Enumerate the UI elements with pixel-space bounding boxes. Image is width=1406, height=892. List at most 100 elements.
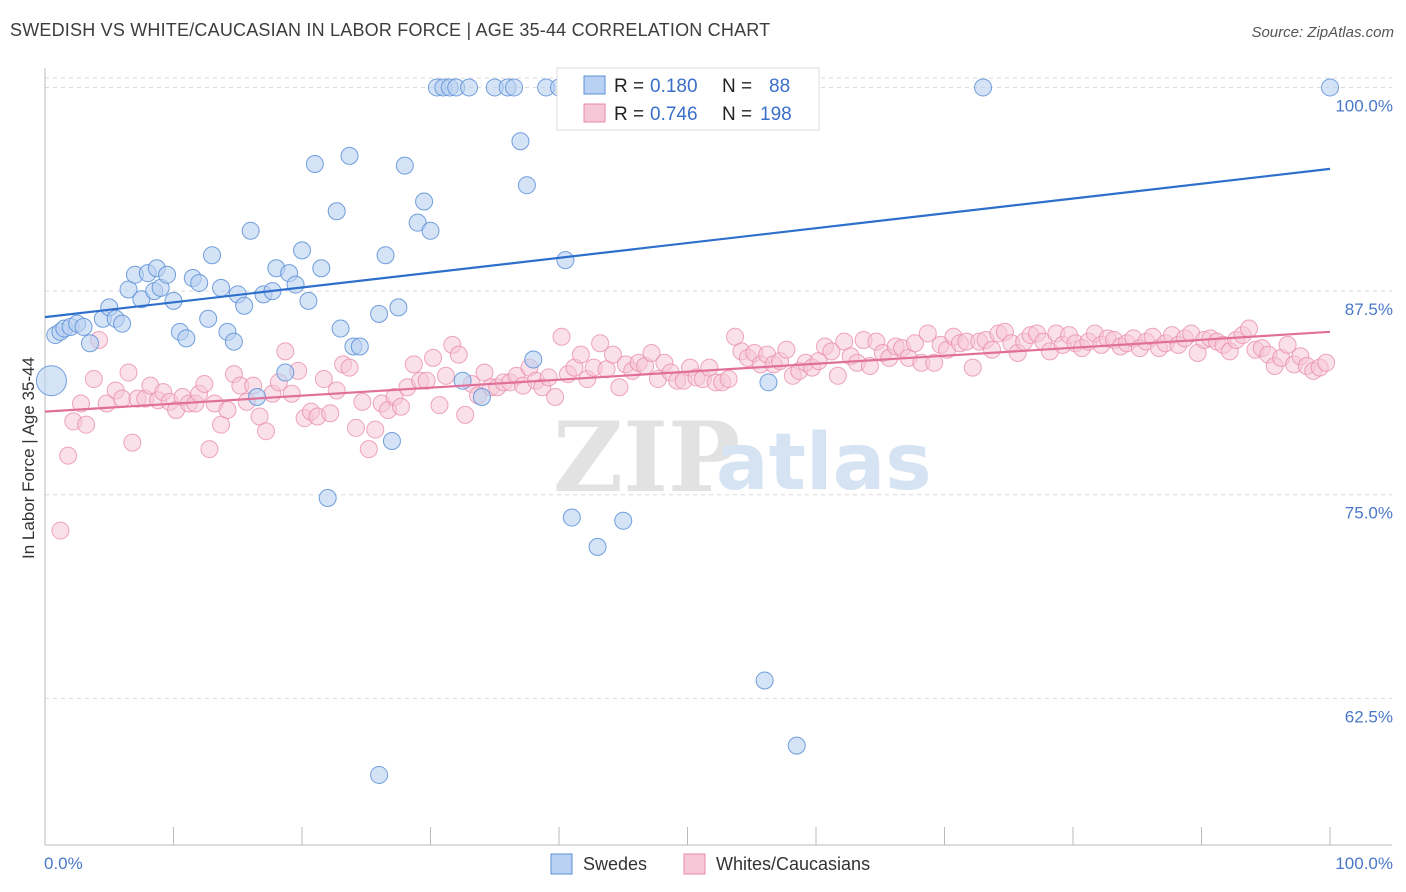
trend-lines — [44, 167, 1331, 413]
whites-point — [610, 378, 629, 397]
swedes-point — [241, 221, 260, 240]
whites-point — [113, 389, 132, 408]
axes — [44, 68, 1392, 846]
whites-r-label: R = — [614, 104, 644, 125]
swedes-point — [421, 221, 440, 240]
whites-point — [539, 368, 558, 387]
swedes-point — [556, 251, 575, 270]
whites-point — [314, 370, 333, 389]
whites-point — [417, 371, 436, 390]
swedes-point — [80, 334, 99, 353]
whites-point — [449, 345, 468, 364]
swedes-point — [759, 373, 778, 392]
whites-point — [591, 334, 610, 353]
whites-point — [340, 358, 359, 377]
whites-point — [918, 324, 937, 343]
whites-point — [963, 358, 982, 377]
whites-point — [282, 384, 301, 403]
whites-trend-line — [44, 330, 1331, 413]
swedes-point — [327, 202, 346, 221]
swedes-point — [113, 314, 132, 333]
swedes-swatch — [583, 75, 606, 95]
swedes-point — [370, 765, 389, 784]
whites-point — [71, 394, 90, 413]
swedes-point — [212, 278, 231, 297]
y-axis-label: In Labor Force | Age 35-44 — [19, 357, 38, 559]
y-tick-label-0: 62.5% — [1345, 707, 1393, 726]
swedes-point — [293, 241, 311, 260]
legend: Swedes Whites/Caucasians — [550, 853, 870, 875]
swedes-point — [382, 431, 401, 450]
swedes-point — [340, 146, 359, 165]
whites-point — [119, 363, 138, 382]
swedes-point — [158, 265, 177, 284]
whites-r-value: 0.746 — [650, 104, 698, 125]
swedes-point — [177, 329, 196, 348]
swedes-point — [132, 290, 151, 309]
whites-point — [456, 405, 475, 424]
legend-label-whites: Whites/Caucasians — [716, 854, 870, 874]
whites-point — [822, 342, 841, 361]
whites-point — [359, 440, 378, 459]
swedes-point — [370, 304, 389, 323]
whites-point — [276, 342, 295, 361]
whites-point — [860, 357, 879, 376]
swedes-r-value: 0.180 — [650, 76, 698, 97]
swedes-point — [376, 246, 395, 265]
swedes-point — [318, 488, 337, 507]
swedes-point — [472, 387, 491, 406]
whites-point — [51, 521, 70, 540]
swedes-point — [389, 298, 408, 317]
whites-point — [1240, 319, 1259, 338]
swedes-point — [305, 155, 324, 174]
swedes-point — [224, 332, 243, 351]
whites-point — [257, 422, 276, 441]
y-tick-label-2: 87.5% — [1345, 300, 1393, 319]
whites-swatch — [583, 103, 606, 123]
whites-point — [571, 345, 590, 364]
watermark: ZIP atlas — [553, 401, 932, 514]
tick-labels: 62.5% 75.0% 87.5% 100.0% 0.0% 100.0% — [44, 96, 1393, 873]
legend-swatch-swedes — [550, 853, 573, 875]
swedes-n-value: 88 — [769, 76, 790, 97]
swedes-point — [787, 736, 806, 755]
whites-point — [321, 404, 340, 423]
whites-n-value: 198 — [760, 104, 792, 125]
whites-point — [77, 415, 96, 434]
legend-swatch-whites — [683, 853, 706, 875]
whites-points — [51, 319, 1336, 540]
swedes-point — [505, 78, 524, 97]
swedes-point — [312, 259, 331, 278]
swedes-point — [460, 78, 479, 97]
swedes-point — [74, 317, 93, 336]
swedes-point — [415, 192, 434, 211]
whites-point — [642, 343, 661, 362]
y-tick-label-1: 75.0% — [1345, 504, 1393, 523]
whites-point — [436, 366, 455, 385]
whites-point — [905, 334, 924, 353]
whites-point — [59, 446, 78, 465]
swedes-point — [614, 511, 633, 530]
y-tick-label-3: 100.0% — [1335, 96, 1393, 115]
swedes-point — [235, 296, 254, 315]
whites-point — [200, 440, 219, 459]
swedes-r-label: R = — [614, 76, 644, 97]
swedes-point — [562, 508, 581, 527]
watermark-atlas: atlas — [716, 418, 932, 508]
swedes-point — [350, 337, 369, 356]
swedes-point — [511, 132, 530, 151]
whites-n-label: N = — [722, 104, 752, 125]
whites-point — [366, 420, 385, 439]
swedes-point — [524, 350, 543, 369]
whites-point — [1317, 353, 1336, 372]
swedes-point — [331, 319, 350, 338]
swedes-point — [276, 363, 295, 382]
chart-title: SWEDISH VS WHITE/CAUCASIAN IN LABOR FORC… — [10, 20, 771, 40]
x-tick-label-0: 0.0% — [44, 854, 83, 873]
whites-point — [777, 340, 796, 359]
swedes-point — [203, 246, 222, 265]
swedes-point — [588, 537, 607, 556]
whites-point — [353, 392, 372, 411]
whites-point — [346, 418, 365, 437]
whites-point — [828, 366, 847, 385]
